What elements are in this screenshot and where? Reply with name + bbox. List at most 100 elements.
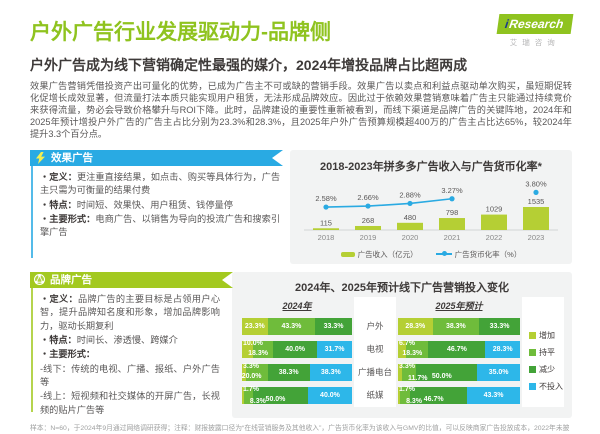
legend-swatch xyxy=(529,331,536,339)
segment-label: 33.3% xyxy=(489,322,510,330)
segment-label: 18.3% xyxy=(248,349,268,357)
x-tick-label: 2023 xyxy=(528,233,545,242)
bar-segment: 50.0% xyxy=(416,363,478,381)
legend-label: 不投入 xyxy=(539,381,563,391)
bullet-item: -线下：传统的电视、广播、报纸、户外广告等 xyxy=(40,363,220,390)
bullet-dot: ・ xyxy=(40,334,50,345)
legend-swatch xyxy=(529,348,536,356)
segment-label: 40.0% xyxy=(320,391,340,399)
bar-segment: 50.0% xyxy=(252,386,308,404)
segment-label: 1.7% xyxy=(243,385,259,393)
segment-label: 3.3% xyxy=(243,362,259,370)
segment-label: 33.3% xyxy=(323,322,344,330)
legend-item: 减少 xyxy=(529,364,564,375)
section-1: 效果广告 ・定义：更注重直接结果，如点击、购买等具体行为，广告主只需为可衡量的结… xyxy=(30,150,282,264)
footnote: 样本：N=60，于2024年9月通过网络调研获得；注释：财报披露口径为“在线营销… xyxy=(30,424,572,434)
legend-label: 增加 xyxy=(539,330,555,340)
pdd-legend: 广告收入（亿元） 广告货币化率（%） xyxy=(300,249,562,260)
category-label: 广播电台 xyxy=(357,367,392,378)
bar-segment: 46.7% xyxy=(428,340,486,358)
x-tick-label: 2020 xyxy=(402,233,419,242)
legend-label: 减少 xyxy=(539,364,555,374)
x-tick-label: 2022 xyxy=(486,233,503,242)
bullet-item: ・特点：时间长、渗透慢、跨媒介 xyxy=(40,334,220,347)
pdd-chart-card: 2018-2023年拼多多广告收入与广告货币化率* 115 2018 2.58% 26… xyxy=(290,149,572,264)
x-tick-label: 2019 xyxy=(360,233,377,242)
bar-segment: 3.3% xyxy=(242,363,259,381)
segment-label: 43.3% xyxy=(281,322,302,330)
bar-segment: 1.7% xyxy=(398,386,415,404)
main-content: 效果广告 ・定义：更注重直接结果，如点击、购买等具体行为，广告主只需为可衡量的结… xyxy=(30,149,572,419)
bar-cell: 1.7% 8.3% 46.7% 43.3% xyxy=(396,384,522,407)
segment-label: 20.0% xyxy=(241,372,262,380)
section-2: 品牌广告 ・定义：品牌广告的主要目标是占领用户心智，提升品牌知名度和形象，增加品… xyxy=(30,272,282,418)
line-point xyxy=(533,189,539,195)
bar-cell: 1.7% 8.3% 50.0% 40.0% xyxy=(240,384,354,407)
legend-item: 增加 xyxy=(529,330,564,341)
bullet-item: ・主要形式： xyxy=(40,348,220,361)
segment-label: 28.3% xyxy=(405,322,426,330)
bar-cell: 23.3% 43.3% 33.3% xyxy=(240,315,354,338)
legend-label: 广告货币化率（%） xyxy=(454,249,522,259)
bar-segment: 40.0% xyxy=(273,340,318,358)
bullet-dot: ・ xyxy=(40,293,50,304)
bullet-item: ・定义：品牌广告的主要目标是占领用户心智，提升品牌知名度和形象，增加品牌影响力，… xyxy=(40,293,220,333)
bullet-text: 品牌广告的主要目标是占领用户心智，提升品牌知名度和形象，增加品牌影响力，驱动长期… xyxy=(40,293,221,331)
bar-segment: 8.3% xyxy=(400,386,422,405)
segment-label: 1.7% xyxy=(399,385,415,393)
logo-wordmark: Research xyxy=(507,17,564,31)
bar-segment: 40.0% xyxy=(307,386,352,404)
bar-value-label: 268 xyxy=(362,216,375,225)
bar-segment: 38.3% xyxy=(432,317,480,335)
bullet-label: 主要形式： xyxy=(49,213,96,224)
lightning-icon xyxy=(35,152,47,164)
stacked-bar: 23.3% 43.3% 33.3% xyxy=(242,317,352,335)
bullet-text: 时间长、渗透慢、跨媒介 xyxy=(76,334,178,345)
chart-title: 2024年、2025年预计线下广告营销投入变化 xyxy=(295,281,509,294)
bar-cell: 6.7% 18.3% 46.7% 28.3% xyxy=(396,338,522,361)
stacked-bar: 28.3% 38.3% 33.3% xyxy=(398,317,520,335)
segment-label: 8.3% xyxy=(406,397,423,405)
bullet-text: 电商广告、以销售为导向的投流广告和搜索引擎广告 xyxy=(40,213,281,238)
segment-label: 6.7% xyxy=(399,339,415,347)
section-title: 效果广告 xyxy=(51,152,93,165)
category-label: 电视 xyxy=(366,344,384,355)
media-chart-card: 2024年、2025年预计线下广告营销投入变化 2024年 2025年预计 增加… xyxy=(232,271,572,419)
revenue-bar xyxy=(481,214,507,230)
legend-swatch xyxy=(529,365,536,373)
bar-segment: 20.0% xyxy=(242,363,268,381)
bar-segment: 46.7% xyxy=(410,386,468,404)
legend-label: 广告收入（亿元） xyxy=(357,249,418,259)
bar-segment: 11.7% xyxy=(402,363,427,382)
bullet-dot: ・ xyxy=(40,199,50,210)
segment-label: 10.0% xyxy=(243,339,263,347)
bar-cell: 3.3% 11.7% 50.0% 35.0% xyxy=(396,361,522,384)
x-tick-label: 2018 xyxy=(318,233,335,242)
bullet-label: 定义： xyxy=(49,293,78,304)
line-point xyxy=(323,204,329,210)
section-title: 品牌广告 xyxy=(50,274,92,287)
bar-segment: 18.3% xyxy=(402,340,429,358)
bar-segment: 3.3% xyxy=(398,363,415,381)
intro-paragraph: 效果广告营销凭借投资产出可量化的优势，已成为广告主不可或缺的营销手段。效果广告以… xyxy=(30,81,572,139)
bullet-list: ・定义：品牌广告的主要目标是占领用户心智，提升品牌知名度和形象，增加品牌影响力，… xyxy=(30,288,282,417)
legend-item: 不投入 xyxy=(529,381,564,392)
bar-segment: 43.3% xyxy=(267,317,316,335)
line-point-label: 3.27% xyxy=(441,186,463,195)
bullet-item: ・特点：时间短、效果快、用户租赁、钱停量停 xyxy=(40,199,280,212)
stacked-bar: 3.3% 11.7% 50.0% 35.0% xyxy=(398,363,520,382)
media-grid: 2024年 2025年预计 增加 持平 减少 不投入 23.3% 43.3% 33.3% 2… xyxy=(240,296,564,407)
bullet-label: 特点： xyxy=(49,334,77,345)
bullet-dot: ・ xyxy=(40,171,50,182)
bar-segment: 33.3% xyxy=(479,317,520,335)
category-label: 户外 xyxy=(366,321,384,332)
legend-item-rate: 广告货币化率（%） xyxy=(435,249,522,260)
line-point-label: 2.88% xyxy=(399,190,421,199)
logo-badge: iResearch xyxy=(496,14,574,34)
bar-segment: 31.7% xyxy=(317,340,352,358)
bar-segment: 23.3% xyxy=(242,317,268,335)
segment-label: 46.7% xyxy=(423,395,444,403)
bar-value-label: 1029 xyxy=(486,205,503,214)
segment-label: 8.3% xyxy=(249,397,266,405)
